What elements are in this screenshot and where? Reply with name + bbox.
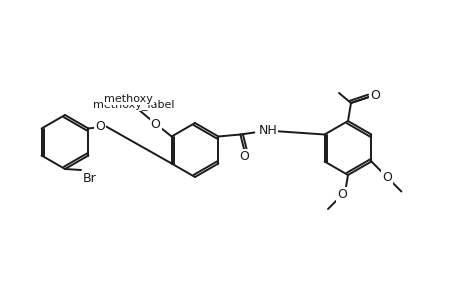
Text: methoxy_label: methoxy_label bbox=[93, 99, 174, 110]
Text: O: O bbox=[95, 120, 105, 133]
Text: O: O bbox=[336, 188, 346, 202]
Text: O: O bbox=[381, 171, 392, 184]
Text: NH: NH bbox=[258, 124, 276, 137]
Text: Br: Br bbox=[83, 172, 96, 184]
Text: O: O bbox=[151, 118, 160, 131]
Text: methoxy: methoxy bbox=[104, 94, 153, 103]
Text: O: O bbox=[369, 88, 379, 101]
Text: O: O bbox=[239, 150, 249, 163]
